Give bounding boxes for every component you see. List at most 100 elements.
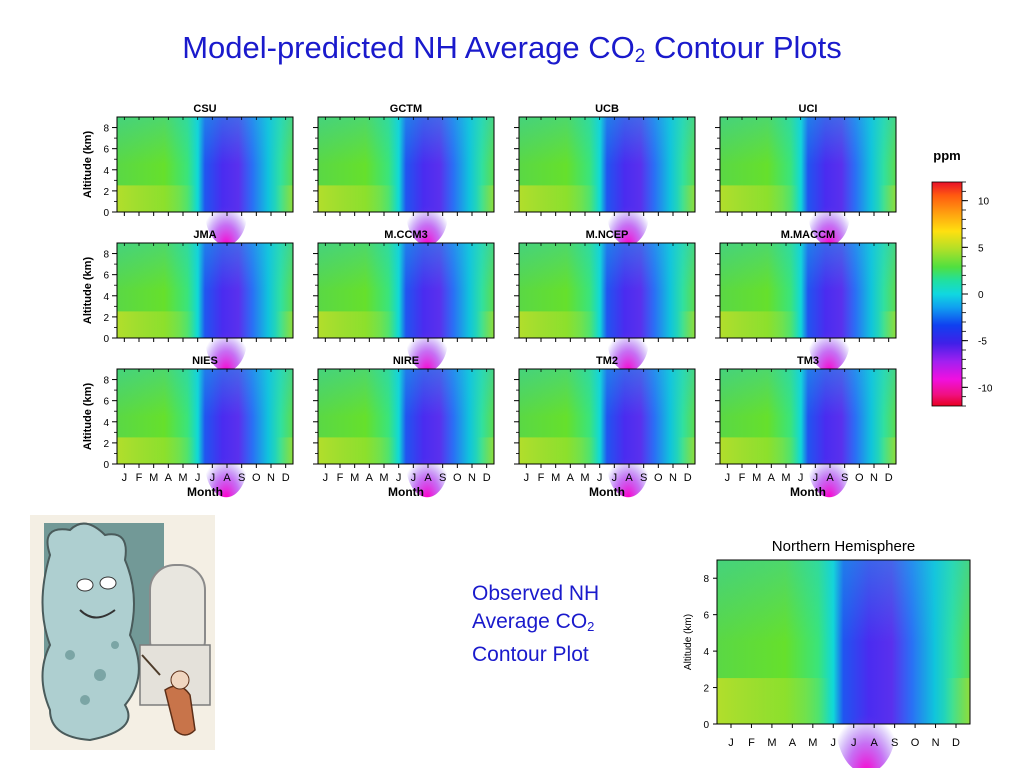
cartoon-illustration bbox=[30, 515, 215, 750]
panel-title: GCTM bbox=[390, 103, 422, 115]
x-tick-label: M bbox=[178, 472, 187, 484]
x-tick-label: S bbox=[640, 472, 647, 484]
x-axis-label: Month bbox=[589, 485, 625, 499]
observed-minimum bbox=[835, 674, 897, 768]
panel-frame bbox=[518, 368, 696, 465]
observed-x-tick-label: M bbox=[808, 737, 817, 749]
x-tick-label: N bbox=[870, 472, 878, 484]
y-tick-label: 2 bbox=[103, 439, 109, 450]
panel-title: JMA bbox=[193, 229, 216, 241]
x-tick-label: N bbox=[267, 472, 275, 484]
x-tick-label: O bbox=[654, 472, 663, 484]
panel-frame bbox=[317, 368, 495, 465]
x-tick-label: D bbox=[684, 472, 692, 484]
observed-y-tick-label: 6 bbox=[703, 611, 709, 622]
panel-title: NIES bbox=[192, 355, 218, 367]
x-tick-label: A bbox=[366, 472, 374, 484]
x-tick-label: A bbox=[768, 472, 776, 484]
panel-surface-tint bbox=[318, 437, 494, 464]
x-axis-label: Month bbox=[187, 485, 223, 499]
observed-x-tick-label: D bbox=[952, 737, 960, 749]
y-tick-label: 4 bbox=[103, 418, 109, 429]
colorbar-tick-label: -5 bbox=[978, 337, 987, 348]
observed-x-tick-label: S bbox=[891, 737, 898, 749]
y-tick-label: 4 bbox=[103, 292, 109, 303]
x-tick-label: S bbox=[238, 472, 245, 484]
observed-x-tick-label: O bbox=[911, 737, 920, 749]
x-tick-label: S bbox=[439, 472, 446, 484]
y-tick-label: 6 bbox=[103, 397, 109, 408]
observed-frame bbox=[716, 559, 971, 725]
colorbar: ppm 10 5 0 -5 -10 bbox=[931, 148, 993, 407]
x-tick-label: A bbox=[424, 472, 432, 484]
x-tick-label: J bbox=[195, 472, 201, 484]
x-tick-label: J bbox=[597, 472, 603, 484]
panel-title: CSU bbox=[193, 103, 216, 115]
x-tick-label: A bbox=[567, 472, 575, 484]
caption-line-2-text: Average CO bbox=[472, 610, 588, 633]
title-suffix: Contour Plots bbox=[645, 30, 842, 65]
observed-y-tick-label: 4 bbox=[703, 647, 709, 658]
panel-jma: JMA 0 2 4 6 8 Altitude (km) bbox=[82, 229, 294, 372]
panel-title: M.NCEP bbox=[586, 229, 629, 241]
panel-frame bbox=[518, 242, 696, 339]
x-tick-label: J bbox=[612, 472, 618, 484]
panel-frame bbox=[116, 242, 294, 339]
panel-surface-tint bbox=[519, 311, 695, 338]
x-tick-label: S bbox=[841, 472, 848, 484]
title-subscript: 2 bbox=[634, 46, 646, 67]
x-axis-label: Month bbox=[790, 485, 826, 499]
panel-title: UCB bbox=[595, 103, 619, 115]
caption-line-1: Observed NH bbox=[472, 582, 600, 605]
page-title: Model-predicted NH Average CO2 Contour P… bbox=[0, 30, 1024, 68]
x-tick-label: M bbox=[752, 472, 761, 484]
panel-m-maccm: M.MACCM bbox=[715, 229, 897, 372]
observed-x-tick-label: J bbox=[831, 737, 837, 749]
colorbar-tick-label: -10 bbox=[978, 383, 993, 394]
colorbar-tick-label: 5 bbox=[978, 243, 984, 254]
x-tick-label: J bbox=[210, 472, 216, 484]
y-axis-label: Altitude (km) bbox=[82, 257, 94, 325]
panel-m-ccm3: M.CCM3 bbox=[313, 229, 495, 372]
x-tick-label: D bbox=[885, 472, 893, 484]
y-tick-label: 8 bbox=[103, 376, 109, 387]
panel-title: M.MACCM bbox=[781, 229, 835, 241]
y-tick-label: 6 bbox=[103, 271, 109, 282]
x-tick-label: F bbox=[739, 472, 746, 484]
x-tick-label: J bbox=[122, 472, 128, 484]
observed-x-tick-label: M bbox=[767, 737, 776, 749]
observed-x-tick-label: N bbox=[932, 737, 940, 749]
x-tick-label: J bbox=[323, 472, 329, 484]
colorbar-tick-label: 0 bbox=[978, 290, 984, 301]
panel-frame bbox=[719, 116, 897, 213]
x-tick-label: A bbox=[223, 472, 231, 484]
observed-x-tick-label: J bbox=[728, 737, 734, 749]
panel-title: NIRE bbox=[393, 355, 419, 367]
x-tick-label: J bbox=[396, 472, 402, 484]
x-tick-label: N bbox=[468, 472, 476, 484]
y-axis-label: Altitude (km) bbox=[82, 383, 94, 451]
observed-caption: Observed NH Average CO2 Contour Plot bbox=[472, 580, 672, 669]
y-axis-label: Altitude (km) bbox=[82, 131, 94, 199]
colorbar-tick-label: 10 bbox=[978, 197, 990, 208]
y-tick-label: 4 bbox=[103, 166, 109, 177]
panel-m-ncep: M.NCEP bbox=[514, 229, 696, 372]
title-text: Model-predicted NH Average CO bbox=[182, 30, 635, 65]
panel-surface-tint bbox=[318, 185, 494, 212]
panel-frame bbox=[116, 368, 294, 465]
panel-surface-tint bbox=[519, 437, 695, 464]
panel-surface-tint bbox=[720, 311, 896, 338]
panel-surface-tint bbox=[318, 311, 494, 338]
x-tick-label: J bbox=[725, 472, 731, 484]
y-tick-label: 6 bbox=[103, 145, 109, 156]
panel-surface-tint bbox=[519, 185, 695, 212]
panel-csu: CSU 0 2 4 6 8 Altitude (km) bbox=[82, 103, 294, 246]
x-tick-label: J bbox=[524, 472, 530, 484]
observed-y-tick-label: 0 bbox=[703, 720, 709, 731]
colorbar-label: ppm bbox=[933, 148, 960, 163]
y-tick-label: 0 bbox=[103, 208, 109, 219]
